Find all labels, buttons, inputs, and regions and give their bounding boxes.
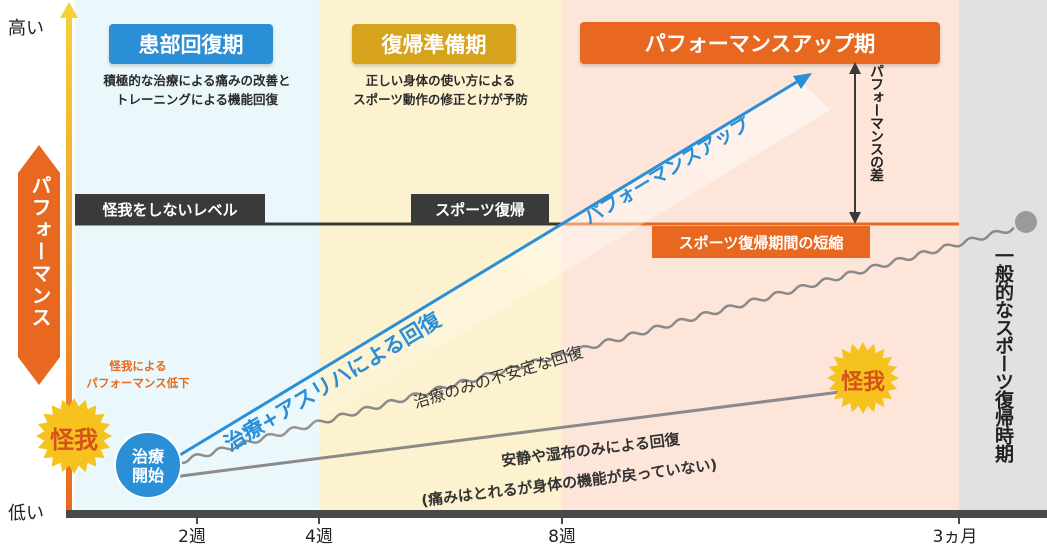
asuriha-glow	[175, 80, 830, 490]
asuriha-arrowhead	[793, 73, 812, 89]
x-tick-mark-2w	[196, 510, 198, 524]
performance-diff-label: パフォーマンスの差	[868, 64, 884, 181]
performance-axis-label: パフォーマンス	[28, 175, 52, 329]
asuriha-recovery-line	[174, 78, 801, 460]
x-tick-label-3m: 3ヵ月	[932, 527, 978, 547]
shortened-period-label: スポーツ復帰期間の短縮	[652, 226, 870, 258]
performance-diff-arrow-top	[849, 62, 861, 74]
injury-drop-note-line2: パフォーマンス低下	[86, 376, 190, 390]
sports-return-label: スポーツ復帰	[411, 194, 549, 224]
phase-badge-recovery: 患部回復期	[109, 24, 273, 64]
general-return-label: 一般的なスポーツ復帰時期	[992, 246, 1014, 462]
phase-desc-recovery-line2: トレーニングによる機能回復	[115, 92, 279, 107]
phase-desc-recovery: 積極的な治療による痛みの改善と トレーニングによる機能回復	[75, 71, 319, 109]
x-tick-label-8w: 8週	[548, 527, 576, 547]
x-tick-mark-4w	[318, 510, 320, 524]
x-tick-label-2w: 2週	[178, 527, 206, 547]
injury-label-left: 怪我	[50, 426, 98, 454]
injury-label-right: 怪我	[840, 370, 885, 395]
injury-burst-right	[827, 342, 899, 414]
rest-only-line	[164, 390, 841, 480]
injury-drop-note-line1: 怪我による	[109, 359, 167, 373]
phase-desc-preparation-line2: スポーツ動作の修正とけが予防	[353, 92, 528, 107]
phase-badge-performance: パフォーマンスアップ期	[580, 22, 940, 64]
treatment-start-circle	[114, 431, 182, 499]
treatment-start-label: 治療 開始	[115, 447, 181, 485]
y-axis-low-label: 低い	[8, 503, 44, 524]
treatment-start-line1: 治療	[131, 447, 164, 466]
x-tick-mark-8w	[561, 510, 563, 524]
no-injury-level-label: 怪我をしないレベル	[75, 194, 265, 224]
injury-drop-note: 怪我による パフォーマンス低下	[78, 358, 198, 392]
band-general-return	[959, 0, 1047, 510]
x-tick-mark-3m	[958, 510, 960, 524]
x-axis-bar	[66, 510, 1047, 518]
phase-badge-preparation: 復帰準備期	[352, 24, 516, 64]
y-axis-arrow	[60, 2, 78, 518]
phase-desc-preparation: 正しい身体の使い方による スポーツ動作の修正とけが予防	[319, 71, 562, 109]
x-tick-label-4w: 4週	[305, 527, 333, 547]
general-return-point	[1015, 211, 1037, 233]
treatment-start-line2: 開始	[131, 466, 164, 485]
phase-desc-preparation-line1: 正しい身体の使い方による	[365, 73, 516, 88]
injury-burst-left	[36, 398, 112, 474]
phase-desc-recovery-line1: 積極的な治療による痛みの改善と	[103, 73, 291, 88]
y-axis-high-label: 高い	[8, 18, 44, 39]
performance-diff-arrow-bottom	[849, 212, 861, 224]
performance-axis-banner	[18, 145, 60, 385]
